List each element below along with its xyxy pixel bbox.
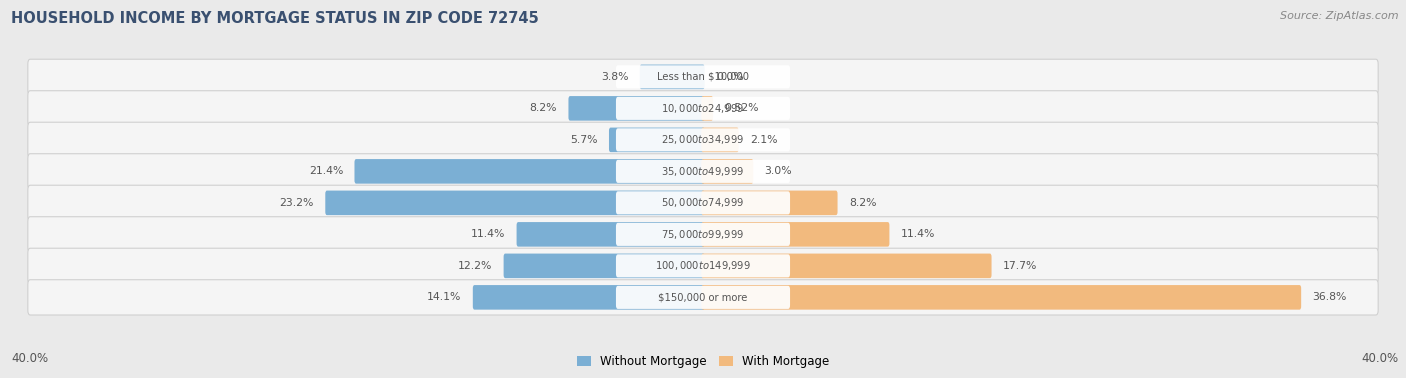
Text: 23.2%: 23.2% xyxy=(280,198,314,208)
FancyBboxPatch shape xyxy=(702,222,890,247)
Text: HOUSEHOLD INCOME BY MORTGAGE STATUS IN ZIP CODE 72745: HOUSEHOLD INCOME BY MORTGAGE STATUS IN Z… xyxy=(11,11,538,26)
Text: 36.8%: 36.8% xyxy=(1313,292,1347,302)
FancyBboxPatch shape xyxy=(325,191,704,215)
Text: 2.1%: 2.1% xyxy=(749,135,778,145)
FancyBboxPatch shape xyxy=(616,128,790,152)
FancyBboxPatch shape xyxy=(616,286,790,309)
Text: Less than $10,000: Less than $10,000 xyxy=(657,72,749,82)
Text: 11.4%: 11.4% xyxy=(471,229,505,239)
FancyBboxPatch shape xyxy=(616,65,790,88)
Text: 0.0%: 0.0% xyxy=(716,72,744,82)
FancyBboxPatch shape xyxy=(28,248,1378,284)
FancyBboxPatch shape xyxy=(472,285,704,310)
FancyBboxPatch shape xyxy=(616,223,790,246)
Text: $100,000 to $149,999: $100,000 to $149,999 xyxy=(655,259,751,273)
FancyBboxPatch shape xyxy=(702,159,754,184)
Text: 21.4%: 21.4% xyxy=(309,166,343,177)
Text: Source: ZipAtlas.com: Source: ZipAtlas.com xyxy=(1281,11,1399,21)
Text: 8.2%: 8.2% xyxy=(849,198,876,208)
FancyBboxPatch shape xyxy=(28,154,1378,189)
Text: 17.7%: 17.7% xyxy=(1002,261,1038,271)
FancyBboxPatch shape xyxy=(616,160,790,183)
FancyBboxPatch shape xyxy=(702,191,838,215)
Text: $75,000 to $99,999: $75,000 to $99,999 xyxy=(661,228,745,241)
Text: $25,000 to $34,999: $25,000 to $34,999 xyxy=(661,133,745,146)
Text: 14.1%: 14.1% xyxy=(427,292,461,302)
Text: $150,000 or more: $150,000 or more xyxy=(658,292,748,302)
FancyBboxPatch shape xyxy=(568,96,704,121)
FancyBboxPatch shape xyxy=(28,91,1378,126)
FancyBboxPatch shape xyxy=(702,96,713,121)
Text: 40.0%: 40.0% xyxy=(1362,352,1399,365)
Text: 0.52%: 0.52% xyxy=(724,103,759,113)
FancyBboxPatch shape xyxy=(702,285,1301,310)
Text: 11.4%: 11.4% xyxy=(901,229,935,239)
Legend: Without Mortgage, With Mortgage: Without Mortgage, With Mortgage xyxy=(576,355,830,368)
FancyBboxPatch shape xyxy=(516,222,704,247)
FancyBboxPatch shape xyxy=(28,185,1378,220)
FancyBboxPatch shape xyxy=(702,254,991,278)
FancyBboxPatch shape xyxy=(702,128,738,152)
FancyBboxPatch shape xyxy=(640,65,704,89)
Text: $10,000 to $24,999: $10,000 to $24,999 xyxy=(661,102,745,115)
Text: 12.2%: 12.2% xyxy=(458,261,492,271)
Text: 8.2%: 8.2% xyxy=(530,103,557,113)
Text: 40.0%: 40.0% xyxy=(11,352,48,365)
FancyBboxPatch shape xyxy=(616,254,790,277)
FancyBboxPatch shape xyxy=(28,122,1378,158)
FancyBboxPatch shape xyxy=(354,159,704,184)
FancyBboxPatch shape xyxy=(609,128,704,152)
Text: 5.7%: 5.7% xyxy=(569,135,598,145)
FancyBboxPatch shape xyxy=(28,280,1378,315)
FancyBboxPatch shape xyxy=(616,191,790,214)
FancyBboxPatch shape xyxy=(503,254,704,278)
FancyBboxPatch shape xyxy=(616,97,790,120)
Text: 3.0%: 3.0% xyxy=(765,166,792,177)
Text: $35,000 to $49,999: $35,000 to $49,999 xyxy=(661,165,745,178)
Text: 3.8%: 3.8% xyxy=(600,72,628,82)
FancyBboxPatch shape xyxy=(28,217,1378,252)
FancyBboxPatch shape xyxy=(28,59,1378,94)
Text: $50,000 to $74,999: $50,000 to $74,999 xyxy=(661,196,745,209)
